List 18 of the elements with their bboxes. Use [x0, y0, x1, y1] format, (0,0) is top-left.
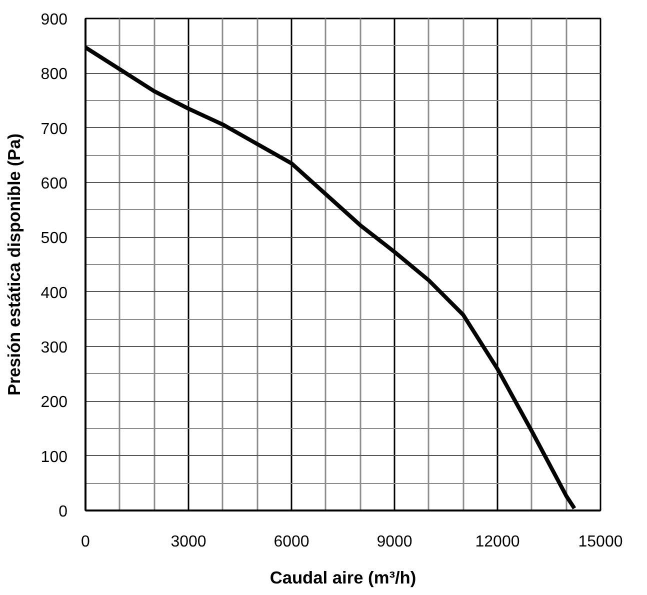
y-tick-label: 500 — [40, 230, 68, 248]
y-tick-label: 0 — [58, 504, 68, 520]
y-tick-label: 300 — [40, 340, 68, 356]
y-tick-label: 700 — [40, 120, 68, 138]
y-tick-label: 600 — [40, 176, 68, 192]
y-tick-label: 400 — [40, 284, 68, 302]
y-tick-label: 800 — [40, 66, 68, 84]
y-tick-label: 100 — [40, 448, 68, 466]
y-tick-label: 900 — [40, 12, 68, 28]
x-tick-label: 12000 — [475, 534, 520, 550]
x-tick-label: 6000 — [274, 534, 310, 550]
x-axis-title: Caudal aire (m³/h) — [270, 568, 416, 588]
y-axis-title: Presión estática disponible (Pa) — [4, 134, 24, 396]
x-tick-label: 0 — [81, 534, 90, 550]
x-tick-label: 15000 — [578, 534, 623, 550]
x-tick-label: 9000 — [376, 534, 412, 550]
x-tick-label: 3000 — [170, 534, 206, 550]
y-tick-label: 200 — [40, 394, 68, 412]
